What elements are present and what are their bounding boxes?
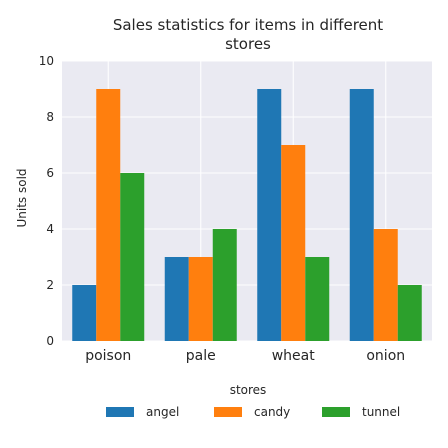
legend-swatch-candy — [214, 407, 242, 417]
x-tick-label: onion — [366, 348, 405, 364]
x-tick-label: pale — [186, 348, 216, 364]
legend-label-angel: angel — [146, 405, 179, 419]
legend-swatch-angel — [106, 407, 134, 417]
legend-label-tunnel: tunnel — [362, 405, 400, 419]
y-tick-label: 10 — [39, 54, 54, 68]
bar-angel-wheat — [257, 89, 282, 341]
bar-tunnel-pale — [212, 229, 237, 341]
bar-angel-pale — [164, 257, 189, 341]
bar-candy-pale — [188, 257, 213, 341]
y-tick-label: 6 — [46, 166, 54, 180]
bar-angel-onion — [349, 89, 374, 341]
y-tick-label: 4 — [46, 222, 54, 236]
bar-candy-wheat — [281, 145, 306, 341]
y-tick-label: 2 — [46, 278, 54, 292]
bar-tunnel-wheat — [305, 257, 330, 341]
bar-tunnel-onion — [397, 285, 422, 341]
x-tick-label: wheat — [272, 348, 316, 364]
y-tick-label: 0 — [46, 334, 54, 348]
x-tick-label: poison — [85, 348, 131, 364]
legend-label-candy: candy — [254, 405, 290, 419]
bar-angel-poison — [72, 285, 97, 341]
bar-candy-poison — [96, 89, 121, 341]
bar-tunnel-poison — [120, 173, 145, 341]
y-tick-label: 8 — [46, 110, 54, 124]
legend-swatch-tunnel — [322, 407, 350, 417]
bar-candy-onion — [373, 229, 398, 341]
y-axis-label: Units sold — [15, 168, 29, 227]
legend: angel candy tunnel — [106, 405, 400, 419]
chart-title-line-1: Sales statistics for items in different — [113, 16, 383, 34]
chart-title-line-2: stores — [225, 35, 271, 53]
plot-area: 0 2 4 6 8 10 poison pale wheat onion — [39, 54, 432, 364]
legend-title: stores — [230, 383, 267, 397]
